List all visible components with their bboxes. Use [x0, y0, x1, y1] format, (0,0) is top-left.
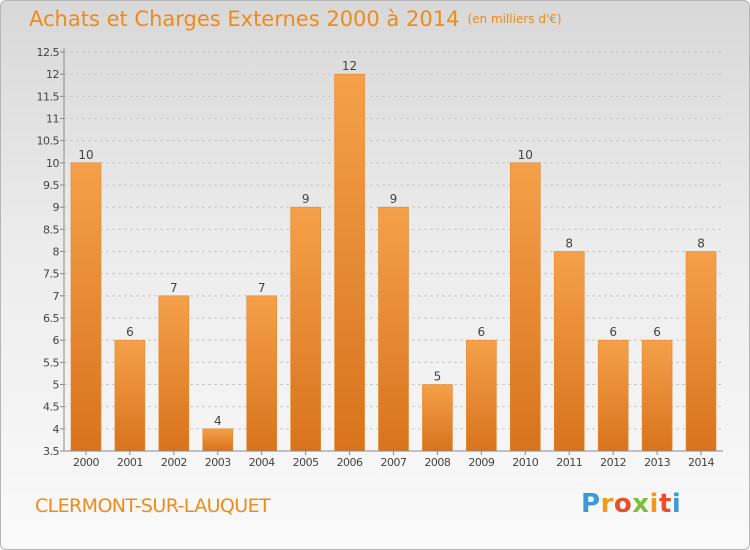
y-tick-label: 11.5 [37, 90, 60, 103]
data-label-2012: 6 [609, 325, 617, 339]
y-tick-label: 8 [53, 246, 60, 259]
data-label-2005: 9 [302, 192, 310, 206]
logo-letter: P [581, 489, 601, 519]
data-label-2013: 6 [653, 325, 661, 339]
logo-letter: r [600, 489, 614, 519]
data-label-2010: 10 [518, 148, 533, 162]
bar-2014 [685, 251, 717, 452]
bar-2001 [114, 339, 146, 452]
chart-unit: (en milliers d'€) [467, 12, 562, 26]
data-label-2006: 12 [342, 59, 357, 73]
bar-2013 [641, 339, 673, 452]
x-tick-label-2003: 2003 [205, 456, 231, 469]
y-tick-label: 9 [53, 201, 60, 214]
y-tick-label: 5.5 [43, 356, 59, 369]
data-label-2000: 10 [78, 148, 93, 162]
bar-2002 [158, 295, 190, 452]
x-tick-label-2010: 2010 [512, 456, 538, 469]
y-tick-label: 6.5 [43, 312, 59, 325]
data-label-2014: 8 [697, 237, 705, 251]
data-label-2004: 7 [258, 281, 266, 295]
y-tick-label: 12.5 [37, 46, 60, 59]
data-label-2007: 9 [390, 192, 398, 206]
data-label-2011: 8 [565, 237, 573, 251]
y-tick-label: 3.5 [43, 445, 59, 458]
x-tick-label-2002: 2002 [161, 456, 187, 469]
data-label-2001: 6 [126, 325, 134, 339]
logo-letter: i [649, 489, 659, 519]
x-tick-label-2005: 2005 [293, 456, 319, 469]
logo-letter: t [658, 489, 672, 519]
bar-2012 [597, 339, 629, 452]
bar-2008 [422, 384, 453, 452]
x-tick-label-2014: 2014 [688, 456, 714, 469]
x-tick-label-2004: 2004 [249, 456, 275, 469]
bar-2000 [70, 162, 102, 452]
chart-title-text: Achats et Charges Externes 2000 à 2014 [29, 7, 460, 31]
x-tick-label-2001: 2001 [117, 456, 143, 469]
logo-letter: o [613, 489, 633, 519]
y-tick-label: 4.5 [43, 401, 59, 414]
y-tick-label: 7 [53, 290, 60, 303]
x-tick-label-2012: 2012 [600, 456, 626, 469]
y-tick-label: 10.5 [37, 135, 60, 148]
x-tick-label-2000: 2000 [73, 456, 99, 469]
y-tick-label: 4 [53, 423, 60, 436]
data-label-2003: 4 [214, 414, 222, 428]
x-tick-label-2008: 2008 [424, 456, 450, 469]
x-tick-label-2006: 2006 [337, 456, 363, 469]
x-tick-label-2009: 2009 [468, 456, 494, 469]
y-tick-label: 7.5 [43, 268, 59, 281]
bar-2009 [466, 339, 497, 452]
bar-2005 [290, 206, 321, 452]
y-tick-label: 11 [46, 113, 59, 126]
y-tick-label: 8.5 [43, 223, 59, 236]
location-name: CLERMONT-SUR-LAUQUET [35, 495, 271, 517]
proxiti-logo: Proxiti [581, 489, 681, 519]
x-tick-label-2007: 2007 [381, 456, 407, 469]
bar-2006 [334, 73, 365, 452]
chart-title: Achats et Charges Externes 2000 à 2014 (e… [29, 7, 562, 31]
y-tick-label: 9.5 [43, 179, 59, 192]
bar-2011 [553, 251, 585, 452]
bar-2007 [378, 206, 409, 452]
logo-letter: i [671, 489, 682, 519]
x-tick-label-2013: 2013 [644, 456, 670, 469]
x-tick-label-2011: 2011 [556, 456, 582, 469]
y-tick-label: 5 [53, 379, 60, 392]
y-tick-label: 10 [46, 157, 59, 170]
data-label-2008: 5 [434, 370, 442, 384]
data-label-2002: 7 [170, 281, 178, 295]
logo-letter: x [632, 489, 650, 519]
bar-2003 [202, 428, 234, 452]
bar-2004 [246, 295, 277, 452]
y-tick-label: 6 [53, 334, 60, 347]
data-label-2009: 6 [478, 325, 486, 339]
bar-2010 [509, 162, 541, 452]
y-tick-label: 12 [46, 68, 59, 81]
